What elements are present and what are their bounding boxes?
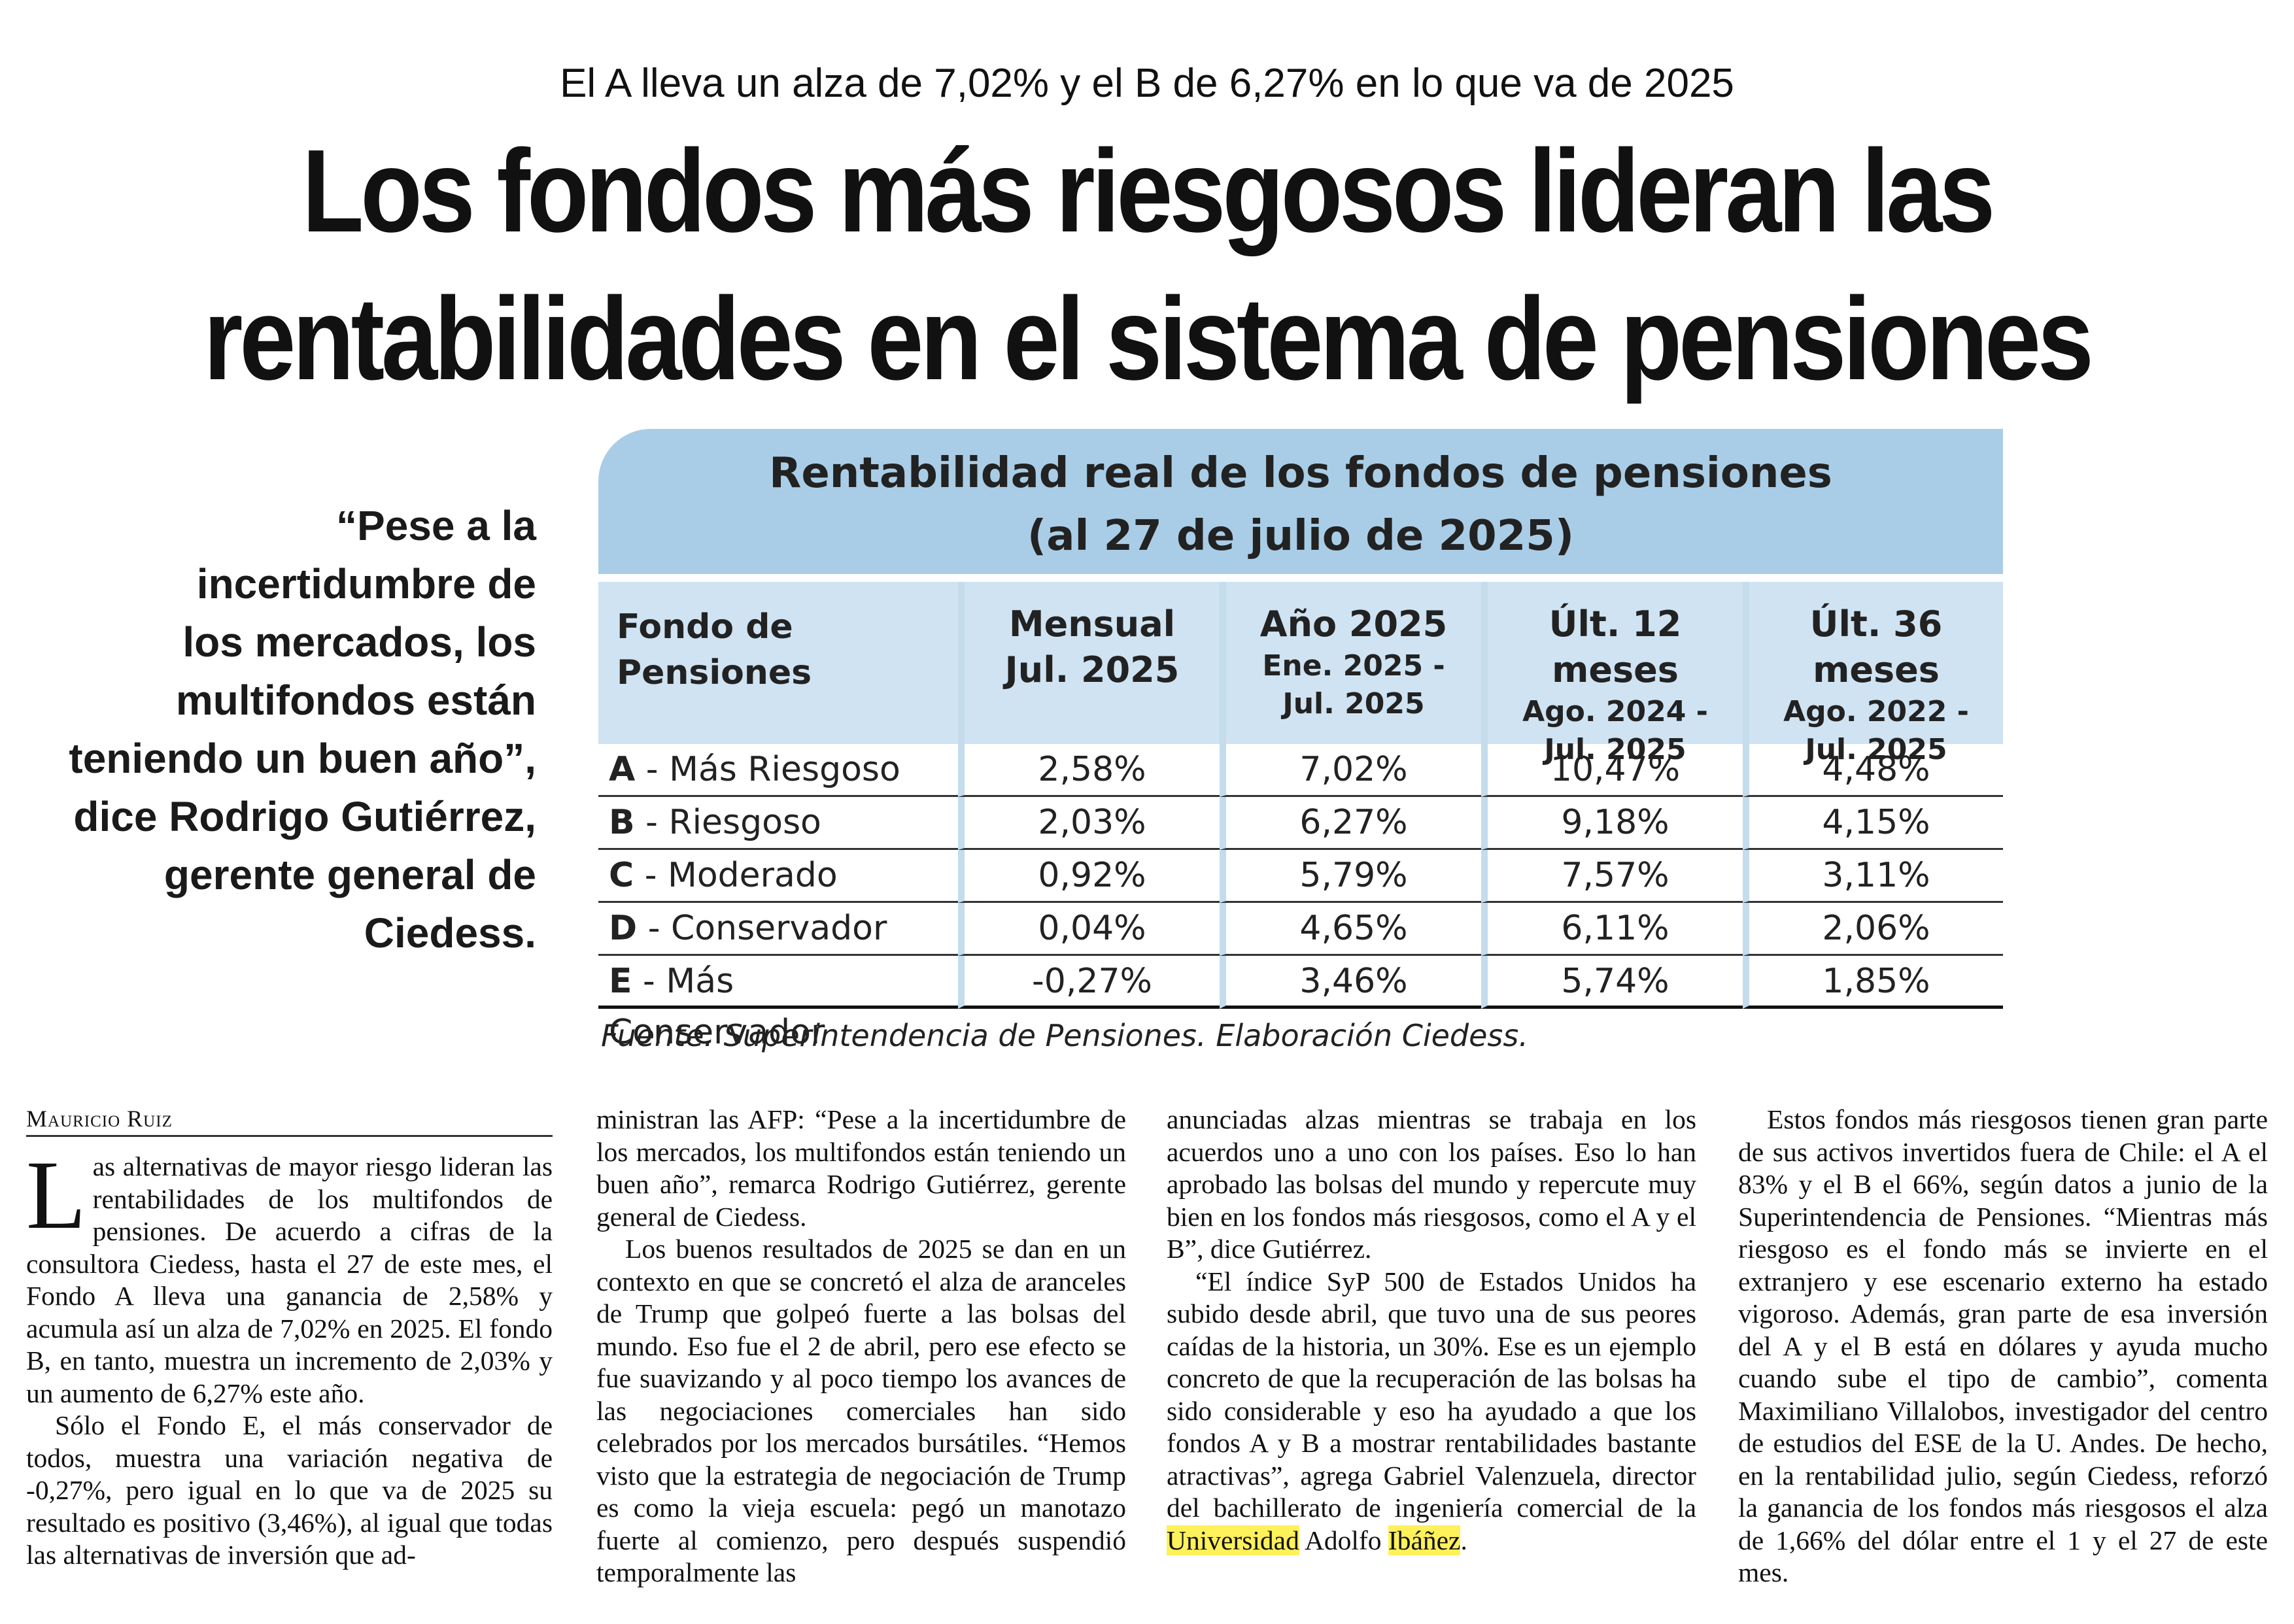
kicker: El A lleva un alza de 7,02% y el B de 6,… bbox=[560, 61, 1734, 106]
pull-quote-line: Ciedess. bbox=[364, 909, 536, 956]
paragraph: Los buenos resultados de 2025 se dan en … bbox=[596, 1234, 1126, 1587]
highlighted-text: Universidad bbox=[1167, 1525, 1299, 1555]
highlighted-text: Ibáñez bbox=[1388, 1525, 1461, 1555]
header-fund-line1: Fondo de bbox=[617, 607, 793, 647]
table-cell: 4,15% bbox=[1743, 797, 2003, 850]
headline: Los fondos más riesgosos lideran las ren… bbox=[194, 118, 2100, 413]
table-cell: 7,57% bbox=[1481, 850, 1743, 903]
row-label: A - Más Riesgoso bbox=[598, 744, 958, 797]
header-year-line1: Año 2025 bbox=[1259, 603, 1448, 645]
table-cell: 0,92% bbox=[958, 850, 1220, 903]
header-fund: Fondo de Pensiones bbox=[598, 582, 958, 744]
table-cell: 1,85% bbox=[1743, 956, 2003, 1009]
table-cell: 2,06% bbox=[1743, 903, 2003, 956]
table-cell: 6,11% bbox=[1481, 903, 1743, 956]
quote-mark: “ bbox=[336, 502, 357, 549]
pension-returns-table: Rentabilidad real de los fondos de pensi… bbox=[598, 429, 2003, 1053]
table-title: Rentabilidad real de los fondos de pensi… bbox=[598, 429, 2003, 574]
table-cell: 7,02% bbox=[1220, 744, 1481, 797]
table-cell: 3,11% bbox=[1743, 850, 2003, 903]
table-cell: 2,58% bbox=[958, 744, 1220, 797]
header-year: Año 2025 Ene. 2025 - Jul. 2025 bbox=[1220, 582, 1481, 744]
header-12m-line2: Ago. 2024 - bbox=[1522, 695, 1708, 728]
header-year-line3: Jul. 2025 bbox=[1282, 687, 1425, 720]
table-cell: 0,04% bbox=[958, 903, 1220, 956]
byline: Mauricio Ruiz bbox=[26, 1105, 553, 1137]
table-cell: -0,27% bbox=[958, 956, 1220, 1009]
table-cell: 10,47% bbox=[1481, 744, 1743, 797]
row-label: D - Conservador bbox=[598, 903, 958, 956]
table-grid: Fondo de Pensiones Mensual Jul. 2025 Año… bbox=[598, 582, 2003, 1052]
paragraph: Estos fondos más riesgosos tienen gran p… bbox=[1738, 1104, 2268, 1587]
pull-quote: “Pese a la incertidumbre de los mercados… bbox=[46, 497, 536, 962]
table-cell: 6,27% bbox=[1220, 797, 1481, 850]
paragraph: anunciadas alzas mientras se trabaja en … bbox=[1167, 1104, 1696, 1264]
paragraph: ministran las AFP: “Pese a la incertidum… bbox=[596, 1104, 1126, 1232]
header-36m: Últ. 36 meses Ago. 2022 - Jul. 2025 bbox=[1743, 582, 2003, 766]
table-source: Fuente: Superintendencia de Pensiones. E… bbox=[601, 1018, 1528, 1053]
drop-cap: L bbox=[26, 1141, 86, 1249]
headline-line-1: Los fondos más riesgosos lideran las bbox=[301, 126, 1995, 257]
pull-quote-line: teniendo un buen año”, bbox=[69, 735, 536, 782]
pull-quote-line: los mercados, los bbox=[182, 618, 536, 666]
header-monthly-line1: Mensual bbox=[1008, 603, 1176, 645]
table-title-line-2: (al 27 de julio de 2025) bbox=[1027, 512, 1574, 560]
header-12m-line3: Jul. 2025 bbox=[1544, 733, 1686, 766]
header-12m-line1: Últ. 12 meses bbox=[1549, 603, 1682, 690]
body-column-4: Estos fondos más riesgosos tienen gran p… bbox=[1738, 1104, 2268, 1589]
headline-line-2: rentabilidades en el sistema de pensione… bbox=[203, 273, 2094, 405]
body-column-2: ministran las AFP: “Pese a la incertidum… bbox=[596, 1104, 1126, 1589]
table-cell: 9,18% bbox=[1481, 797, 1743, 850]
table-cell: 4,65% bbox=[1220, 903, 1481, 956]
header-36m-line1: Últ. 36 meses bbox=[1809, 603, 1943, 690]
header-12m: Últ. 12 meses Ago. 2024 - Jul. 2025 bbox=[1481, 582, 1743, 766]
row-label: C - Moderado bbox=[598, 850, 958, 903]
paragraph: “El índice SyP 500 de Estados Unidos ha … bbox=[1167, 1266, 1696, 1555]
header-monthly: Mensual Jul. 2025 bbox=[958, 582, 1220, 744]
header-monthly-line2: Jul. 2025 bbox=[1004, 649, 1180, 690]
pull-quote-line: gerente general de bbox=[163, 851, 536, 898]
header-year-line2: Ene. 2025 - bbox=[1262, 649, 1445, 683]
pull-quote-line: dice Rodrigo Gutiérrez, bbox=[73, 793, 536, 840]
header-36m-line3: Jul. 2025 bbox=[1805, 733, 1947, 766]
pull-quote-line: Pese a la bbox=[357, 502, 536, 549]
table-cell: 2,03% bbox=[958, 797, 1220, 850]
table-cell: 5,74% bbox=[1481, 956, 1743, 1009]
table-cell: 3,46% bbox=[1220, 956, 1481, 1009]
pull-quote-line: multifondos están bbox=[175, 677, 536, 724]
table-cell: 5,79% bbox=[1220, 850, 1481, 903]
header-36m-line2: Ago. 2022 - bbox=[1783, 695, 1969, 728]
body-column-3: anunciadas alzas mientras se trabaja en … bbox=[1167, 1104, 1696, 1557]
row-label: B - Riesgoso bbox=[598, 797, 958, 850]
table-cell: 4,48% bbox=[1743, 744, 2003, 797]
paragraph: as alternativas de mayor riesgo lideran … bbox=[26, 1151, 553, 1408]
pull-quote-line: incertidumbre de bbox=[196, 560, 536, 607]
table-title-line-1: Rentabilidad real de los fondos de pensi… bbox=[769, 449, 1832, 498]
header-fund-line2: Pensiones bbox=[617, 653, 812, 692]
row-label: E - Más Conservador bbox=[598, 956, 958, 1052]
paragraph: Sólo el Fondo E, el más conservador de t… bbox=[26, 1410, 553, 1570]
